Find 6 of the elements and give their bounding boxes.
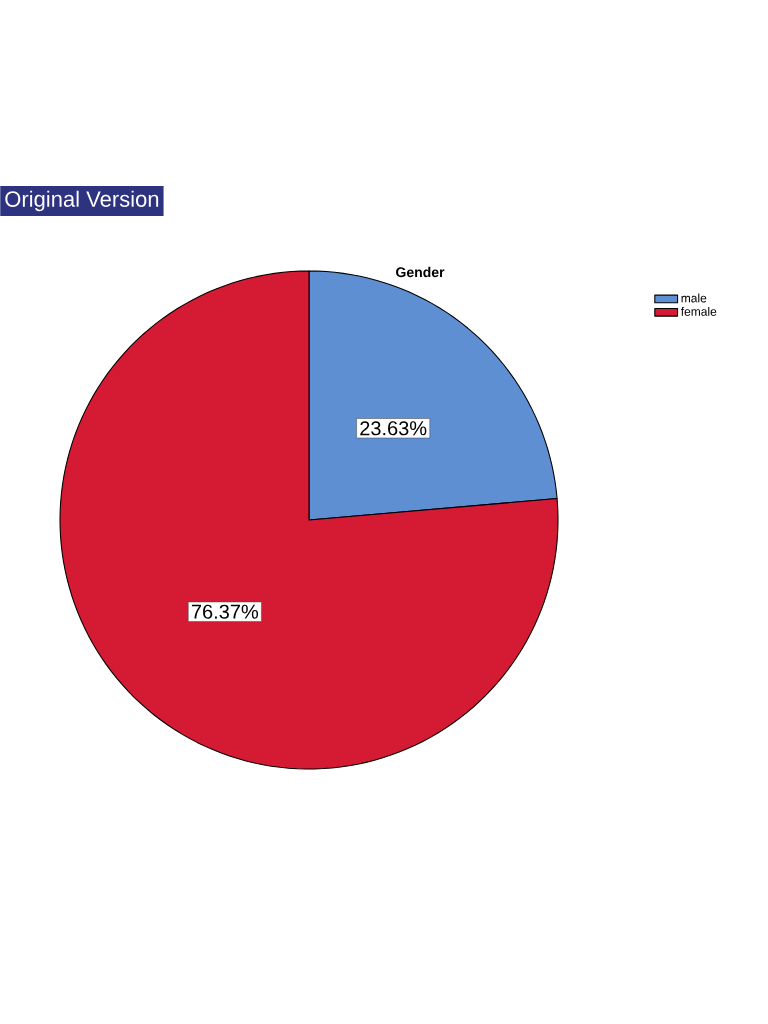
data-label: 76.37% <box>191 604 259 619</box>
data-label: 23.63% <box>360 421 427 436</box>
legend-label: male <box>681 293 707 303</box>
legend-label: female <box>680 306 717 316</box>
chart-title: Gender <box>396 266 445 278</box>
text: Original Version <box>5 190 159 212</box>
